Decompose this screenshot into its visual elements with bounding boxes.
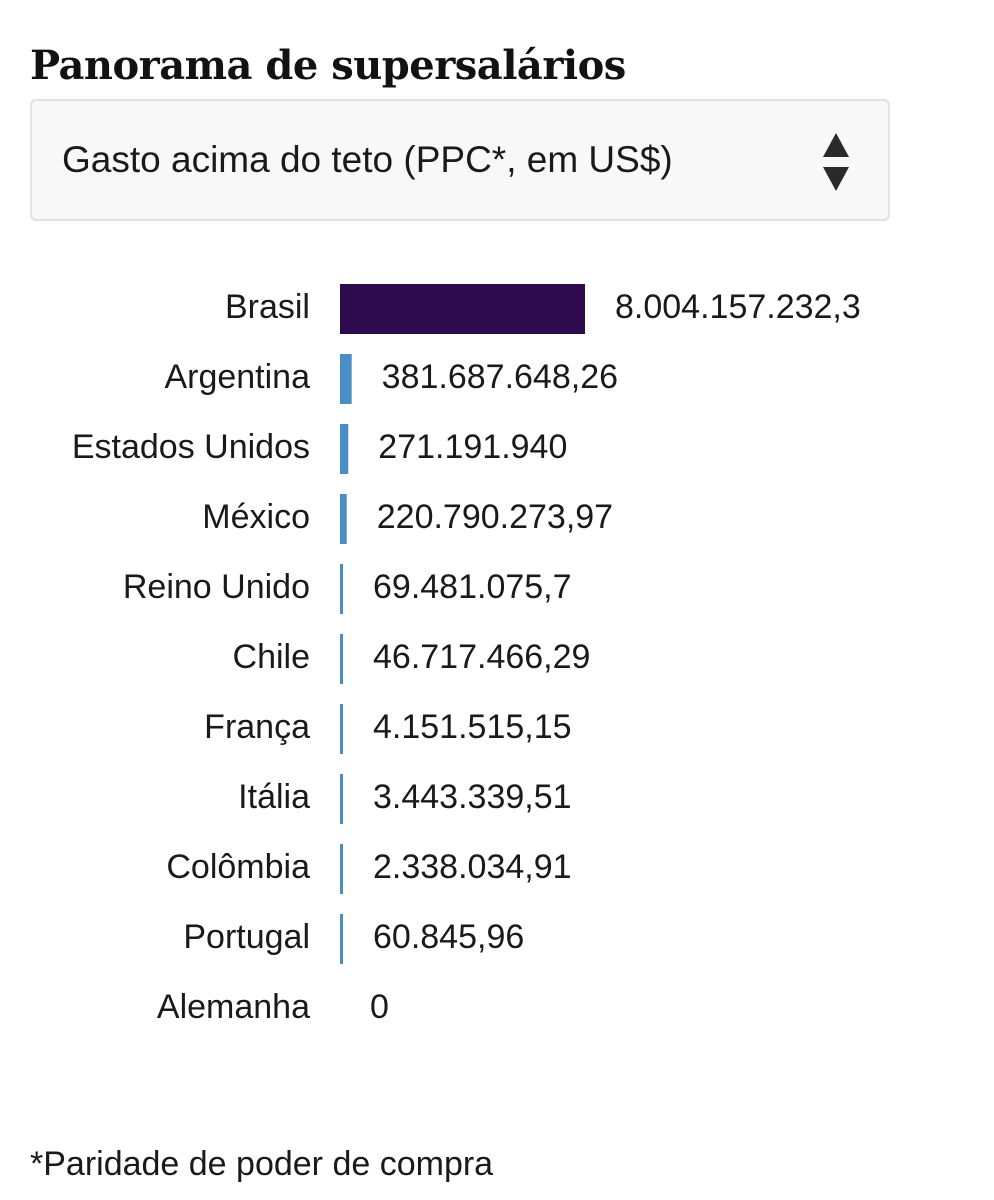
category-label: Argentina (164, 358, 310, 396)
metric-select[interactable]: Gasto acima do teto (PPC*, em US$) (30, 99, 890, 221)
value-label: 220.790.273,97 (377, 498, 613, 536)
category-label: Portugal (183, 918, 310, 956)
bar[interactable] (340, 914, 343, 964)
metric-select-value: Gasto acima do teto (PPC*, em US$) (62, 139, 673, 180)
footnote: *Paridade de poder de compra (30, 1145, 494, 1183)
value-label: 271.191.940 (378, 428, 567, 466)
bar[interactable] (340, 284, 585, 334)
value-label: 8.004.157.232,3 (615, 288, 861, 326)
value-label: 2.338.034,91 (373, 848, 572, 886)
bar[interactable] (340, 844, 343, 894)
page-title: Panorama de supersalários (30, 42, 626, 89)
value-label: 4.151.515,15 (373, 708, 572, 746)
bar[interactable] (340, 564, 343, 614)
value-label: 3.443.339,51 (373, 778, 572, 816)
category-label: Itália (238, 778, 310, 816)
category-label: França (204, 708, 310, 746)
value-label: 46.717.466,29 (373, 638, 590, 676)
category-label: Alemanha (157, 988, 310, 1026)
category-label: México (202, 498, 310, 536)
category-label: Reino Unido (123, 568, 310, 606)
value-label: 69.481.075,7 (373, 568, 572, 606)
category-label: Brasil (225, 288, 310, 326)
value-label: 60.845,96 (373, 918, 524, 956)
bar[interactable] (340, 494, 347, 544)
category-label: Estados Unidos (72, 428, 310, 466)
bar[interactable] (340, 774, 343, 824)
value-label: 381.687.648,26 (382, 358, 618, 396)
category-label: Chile (233, 638, 310, 676)
bar[interactable] (340, 704, 343, 754)
sort-arrows-icon (823, 133, 849, 191)
value-label: 0 (370, 988, 389, 1026)
bar[interactable] (340, 424, 349, 474)
bar-chart: Brasil 8.004.157.232,3 Argentina 381.687.64… (72, 284, 861, 1026)
bar[interactable] (340, 634, 343, 684)
bar[interactable] (340, 354, 352, 404)
category-label: Colômbia (166, 848, 310, 886)
